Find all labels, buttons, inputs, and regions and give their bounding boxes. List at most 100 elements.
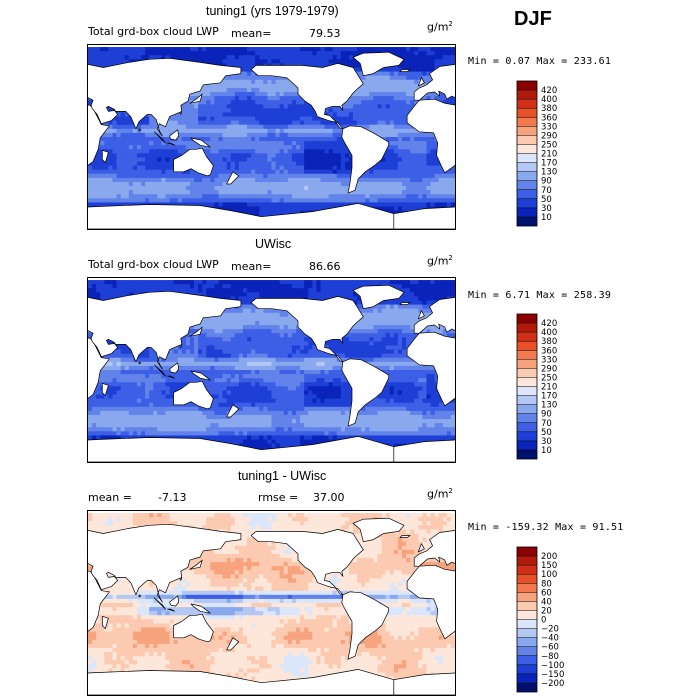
colorbar-tick-label: 10 [541,213,552,223]
land [101,615,109,629]
land [88,337,110,399]
colorbar-tick-label: 30 [541,204,552,214]
colorbar-tick-label: 50 [541,195,552,205]
land [399,69,411,72]
colorbar-swatch [517,431,537,441]
colorbar-tick-label: 360 [541,113,557,123]
panel3-mean-value: -7.13 [158,491,187,504]
panel2-mean-value: 86.66 [309,260,341,273]
land [399,302,411,305]
colorbar-swatch [517,144,537,154]
continents [88,284,455,462]
colorbar-swatch [517,81,537,91]
land [406,331,455,407]
colorbar-swatch [517,90,537,100]
land [101,382,109,396]
colorbar-tick-label: 150 [541,561,557,571]
continents [88,517,455,695]
colorbar-swatch [517,449,537,459]
land [153,131,166,144]
colorbar-swatch [517,440,537,450]
colorbar-swatch [517,422,537,432]
land [167,608,176,612]
colorbar-tick-label: 420 [541,319,557,329]
colorbar-swatch [517,171,537,181]
colorbar-swatch [517,655,537,665]
land [167,142,176,146]
colorbar-swatch [517,664,537,674]
land [189,326,203,337]
land [190,603,211,614]
panel2-unit: g/m2 [427,254,453,268]
colorbar-swatch [517,547,537,557]
colorbar-swatch [517,359,537,369]
land [250,529,364,596]
colorbar-tick-label: 40 [541,597,552,607]
land [169,129,180,141]
land [190,370,211,381]
panel2-title: UWisc [255,237,292,251]
colorbar-swatch [517,601,537,611]
colorbar-tick-label: 0 [541,616,546,626]
colorbar-swatch [517,216,537,226]
colorbar-tick-label: 290 [541,131,557,141]
colorbar-tick-label: 170 [541,392,557,402]
colorbar-swatch [517,108,537,118]
colorbar-tick-label: 380 [541,337,557,347]
land [341,358,390,427]
land [169,595,180,607]
colorbar-swatch [517,592,537,602]
colorbar-swatch [517,323,537,333]
colorbar-tick-label: 10 [541,446,552,456]
land [179,577,183,581]
panel3-colorbar: 200 150 100 80 60 40 20 0 −20 −40 −60 −80 −100 −150 −2… [516,546,577,693]
land [153,597,166,610]
colorbar-tick-label: 130 [541,401,557,411]
colorbar-tick-label: 400 [541,328,557,338]
colorbar-tick-label: 250 [541,373,557,383]
panel1-title: tuning1 (yrs 1979-1979) [206,4,339,18]
land [341,591,390,660]
colorbar-tick-label: −20 [541,625,559,635]
colorbar-swatch [517,162,537,172]
colorbar-swatch [517,135,537,145]
land [393,672,455,695]
panel1-mean-label: mean= [231,27,272,40]
colorbar-swatch [517,153,537,163]
panel1-colorbar: 420 400 380 360 330 290 250 210 170 130 90 70 50 30 10 [516,80,577,227]
colorbar-swatch [517,198,537,208]
colorbar-swatch [517,350,537,360]
panel3-title: tuning1 - UWisc [238,469,327,483]
land [190,137,211,148]
colorbar-tick-label: 70 [541,186,552,196]
land [179,111,183,115]
colorbar-tick-label: −100 [541,661,564,671]
land [406,564,455,640]
panel1-unit: g/m2 [427,20,453,34]
land [153,364,166,377]
colorbar-tick-label: 380 [541,104,557,114]
land [352,517,405,543]
land [189,93,203,104]
colorbar-swatch [517,332,537,342]
land [352,284,405,310]
colorbar-swatch [517,341,537,351]
land [250,296,364,363]
colorbar-swatch [517,386,537,396]
colorbar-tick-label: 90 [541,410,552,420]
colorbar-tick-label: 20 [541,606,552,616]
colorbar-tick-label: −200 [541,679,564,689]
colorbar-swatch [517,99,537,109]
colorbar-swatch [517,583,537,593]
land [88,669,455,695]
land [88,203,455,229]
land [138,594,142,598]
land [417,77,425,87]
land [406,98,455,174]
colorbar-tick-label: 250 [541,140,557,150]
panel1-map [87,44,456,230]
panel1-minmax: Min = 0.07 Max = 233.61 [468,56,612,67]
land [101,149,109,163]
land [250,63,364,130]
colorbar-tick-label: 170 [541,159,557,169]
